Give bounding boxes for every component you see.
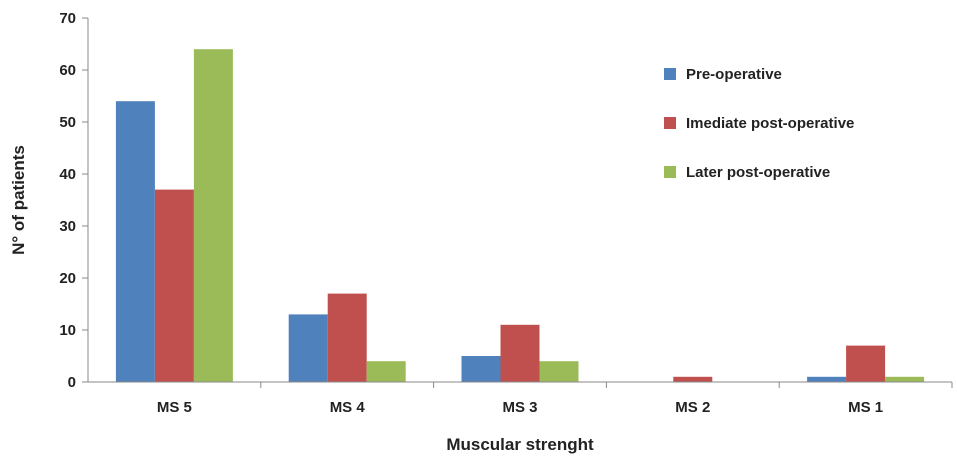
x-axis-title: Muscular strenght <box>446 435 594 454</box>
bar-pre-operative-ms-4 <box>288 314 328 382</box>
bar-imediate-post-operative-ms-5 <box>154 189 194 382</box>
bar-imediate-post-operative-ms-1 <box>846 345 886 382</box>
x-tick-label: MS 4 <box>330 399 366 416</box>
bar-later-post-operative-ms-3 <box>539 361 579 382</box>
bars <box>115 49 925 382</box>
y-tick-label: 0 <box>68 374 76 391</box>
bar-imediate-post-operative-ms-4 <box>327 293 367 382</box>
y-tick-label: 10 <box>59 322 76 339</box>
bar-later-post-operative-ms-1 <box>885 376 925 382</box>
legend-swatch <box>664 68 676 80</box>
legend-swatch <box>664 166 676 178</box>
x-axis-labels: MS 5 MS 4 MS 3 MS 2 MS 1 <box>157 382 953 416</box>
bar-later-post-operative-ms-5 <box>193 49 233 382</box>
legend: Pre-operative Imediate post-operative Late… <box>664 66 854 181</box>
y-tick-label: 20 <box>59 270 76 287</box>
legend-label: Imediate post-operative <box>686 115 854 132</box>
legend-label: Later post-operative <box>686 164 830 181</box>
y-axis-title: N° of patients <box>9 145 28 255</box>
x-tick-label: MS 2 <box>675 399 710 416</box>
bar-later-post-operative-ms-4 <box>366 361 406 382</box>
bar-imediate-post-operative-ms-3 <box>500 324 540 382</box>
y-tick-label: 70 <box>59 10 76 27</box>
y-tick-label: 40 <box>59 166 76 183</box>
y-tick-label: 50 <box>59 114 76 131</box>
bar-imediate-post-operative-ms-2 <box>673 376 713 382</box>
bar-pre-operative-ms-5 <box>115 101 155 382</box>
bar-pre-operative-ms-3 <box>461 356 501 382</box>
x-tick-label: MS 1 <box>848 399 883 416</box>
x-tick-label: MS 3 <box>502 399 537 416</box>
x-tick-label: MS 5 <box>157 399 192 416</box>
y-axis-ticks: 0 10 20 30 40 50 60 70 <box>59 10 88 391</box>
legend-label: Pre-operative <box>686 66 782 83</box>
bar-pre-operative-ms-1 <box>807 376 847 382</box>
y-tick-label: 60 <box>59 62 76 79</box>
y-tick-label: 30 <box>59 218 76 235</box>
legend-swatch <box>664 117 676 129</box>
